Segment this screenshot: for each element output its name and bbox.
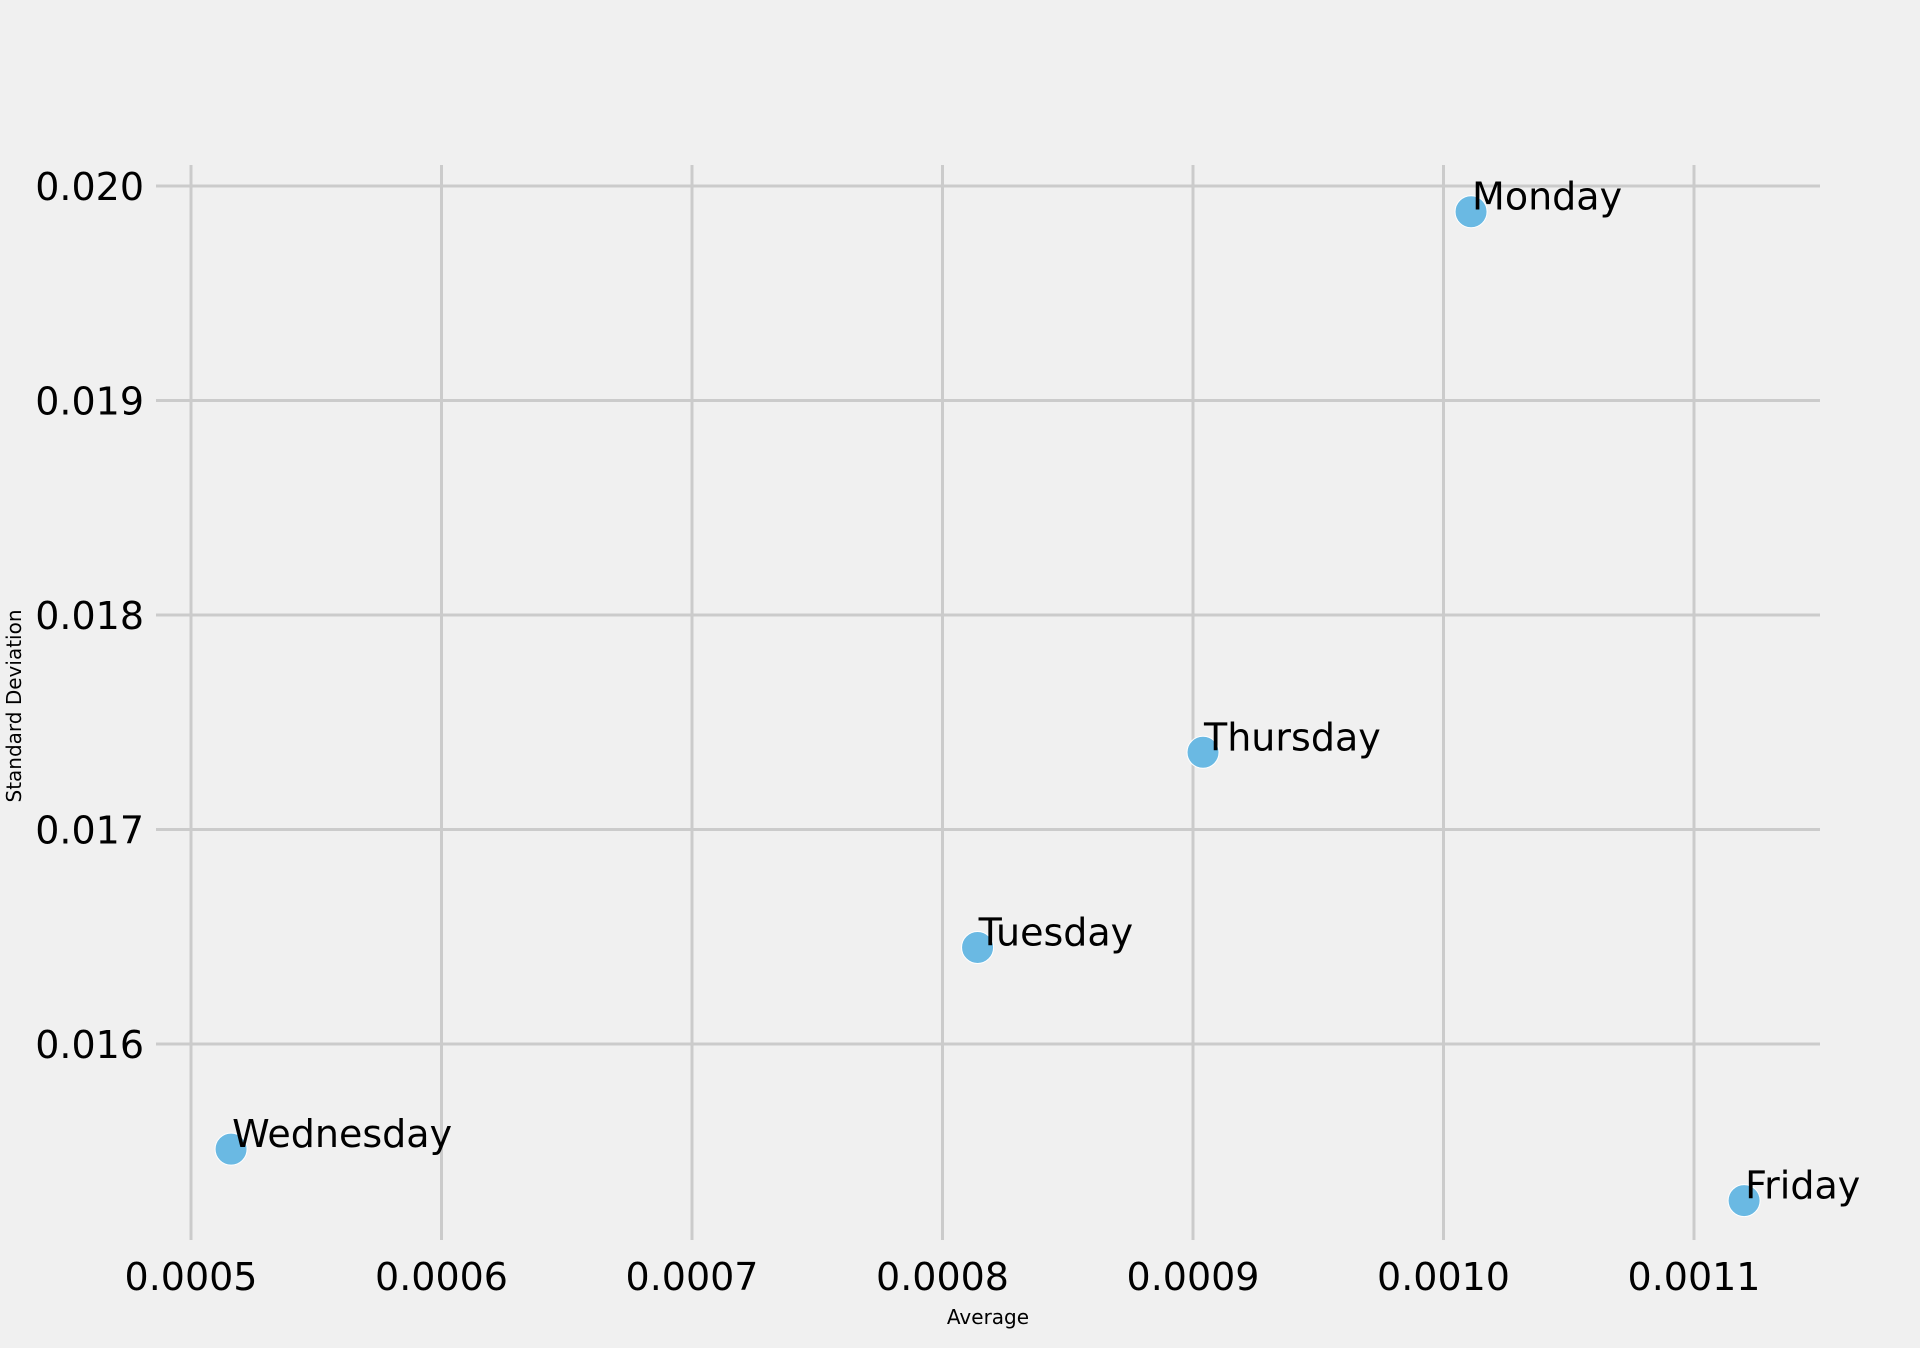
grid-layer [156,165,1820,1240]
y-tick-label: 0.019 [35,380,144,424]
point-label-wednesday: Wednesday [232,1112,452,1156]
y-tick-label: 0.016 [35,1023,144,1067]
data-point-labels: Monday Tuesday Wednesday Thursday Friday [232,175,1860,1208]
x-tick-label: 0.0008 [876,1255,1009,1299]
x-tick-label: 0.0010 [1377,1255,1510,1299]
point-label-monday: Monday [1472,175,1622,219]
scatter-point-wednesday [214,1132,248,1166]
x-tick-label: 0.0011 [1628,1255,1761,1299]
point-label-thursday: Thursday [1203,715,1381,759]
x-tick-label: 0.0007 [626,1255,759,1299]
scatter-point-thursday [1186,735,1220,769]
x-axis-title: Average [947,1305,1029,1329]
y-tick-label: 0.020 [35,165,144,209]
x-tick-label: 0.0005 [125,1255,258,1299]
y-tick-label: 0.018 [35,594,144,638]
point-label-friday: Friday [1745,1164,1860,1208]
y-tick-label: 0.017 [35,809,144,853]
x-tick-label: 0.0006 [375,1255,508,1299]
point-label-tuesday: Tuesday [978,910,1134,954]
scatter-point-tuesday [961,930,995,964]
scatter-point-monday [1454,195,1488,229]
y-tick-labels: 0.016 0.017 0.018 0.019 0.020 [35,165,144,1067]
scatter-point-friday [1727,1184,1761,1218]
y-axis-title: Standard Deviation [2,609,26,802]
x-tick-labels: 0.0005 0.0006 0.0007 0.0008 0.0009 0.0010 0.00… [125,1255,1761,1299]
data-points [214,195,1761,1218]
x-tick-label: 0.0009 [1127,1255,1260,1299]
